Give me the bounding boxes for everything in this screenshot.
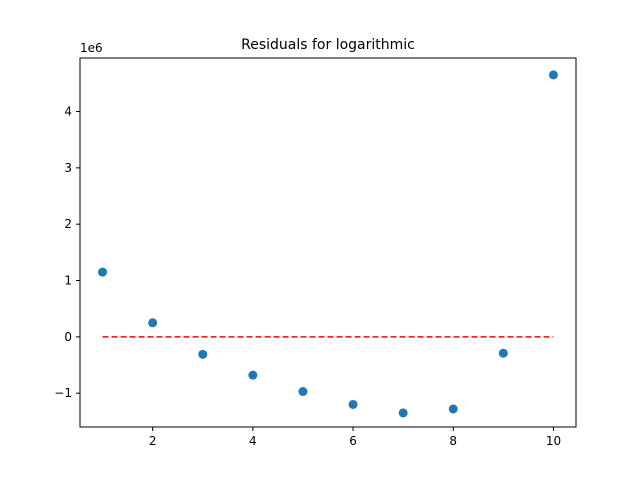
residual-point <box>548 70 558 80</box>
x-axis: 2 4 6 8 10 <box>149 427 561 448</box>
residual-point <box>148 318 158 328</box>
y-offset-label: 1e6 <box>80 41 103 55</box>
residual-point <box>98 267 108 277</box>
y-tick-label: 2 <box>64 217 72 231</box>
y-tick-label: 1 <box>64 274 72 288</box>
x-tick-label: 8 <box>449 434 457 448</box>
y-tick-label: −1 <box>54 386 72 400</box>
x-tick-label: 6 <box>349 434 357 448</box>
y-tick-label: 0 <box>64 330 72 344</box>
residual-point <box>398 408 408 418</box>
y-tick-label: 4 <box>64 105 72 119</box>
x-tick-label: 10 <box>546 434 561 448</box>
residual-point <box>298 387 308 397</box>
residual-point <box>448 404 458 414</box>
x-tick-label: 2 <box>149 434 157 448</box>
plot-frame <box>79 57 577 428</box>
y-tick-label: 3 <box>64 161 72 175</box>
residual-point <box>248 370 258 380</box>
chart-title: Residuals for logarithmic <box>241 37 415 53</box>
residual-point <box>348 399 358 409</box>
residual-point <box>498 348 508 358</box>
x-tick-label: 4 <box>249 434 257 448</box>
y-axis: −1 0 1 2 3 4 <box>54 105 80 400</box>
residual-point <box>198 349 208 359</box>
scatter-points <box>98 70 558 418</box>
